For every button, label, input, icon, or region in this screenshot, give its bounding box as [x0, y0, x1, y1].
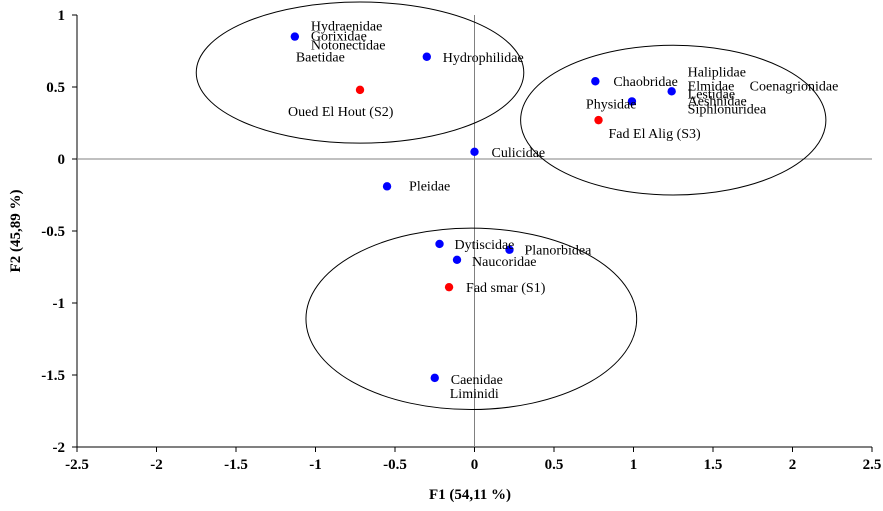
- site-label: Fad El Alig (S3): [609, 127, 702, 142]
- y-tick-label: 0.5: [46, 80, 65, 96]
- x-tick-label: -1: [309, 457, 322, 473]
- x-tick-label: 1.5: [704, 457, 723, 473]
- x-tick-label: -2.5: [65, 457, 89, 473]
- x-tick-label: 2: [789, 457, 797, 473]
- taxon-label: Hydrophilidae: [443, 51, 524, 66]
- taxon-point: [452, 255, 462, 264]
- taxon-point: [591, 77, 600, 86]
- taxon-label: Notonectidae: [311, 39, 386, 54]
- y-axis-title: F2 (45,89 %): [8, 190, 24, 273]
- taxon-label: Chaobridae: [613, 75, 678, 90]
- taxon-label: Planorbidea: [524, 244, 592, 259]
- x-tick-label: 1: [630, 457, 638, 473]
- taxon-label: Coenagrionidae: [750, 79, 839, 94]
- taxon-point: [627, 97, 637, 106]
- taxon-label: Naucoridae: [472, 255, 537, 270]
- y-tick-label: -1: [53, 296, 66, 312]
- taxon-point: [430, 373, 439, 383]
- taxon-label: Hydraenidae: [311, 20, 383, 35]
- y-tick-label: -2: [53, 440, 66, 456]
- taxon-point: [290, 32, 300, 41]
- taxon-label: Culicidae: [492, 146, 546, 161]
- y-tick-label: -1.5: [41, 368, 65, 384]
- group-ellipse: [195, 1, 525, 144]
- taxon-label: Aeshnidae: [688, 94, 747, 109]
- taxon-point: [667, 87, 676, 96]
- y-tick-label: 0: [58, 152, 66, 168]
- taxon-label: Siphlonuridea: [688, 102, 767, 117]
- x-axis-title: F1 (54,11 %): [429, 487, 511, 503]
- taxon-label: Liminidi: [450, 387, 499, 402]
- site-point: [594, 115, 603, 125]
- taxon-point: [382, 182, 392, 191]
- x-tick-label: 0: [471, 457, 479, 473]
- taxon-label: Dytiscidae: [455, 238, 515, 253]
- x-tick-label: -0.5: [383, 457, 407, 473]
- taxon-label: Physidae: [586, 97, 637, 112]
- site-label: Fad smar (S1): [466, 281, 546, 296]
- taxon-point: [470, 147, 479, 156]
- x-tick-label: 2.5: [863, 457, 882, 473]
- x-tick-label: 0.5: [545, 457, 564, 473]
- taxon-label: Elmidae: [688, 79, 735, 94]
- site-point: [444, 282, 454, 292]
- y-tick-label: -0.5: [41, 224, 65, 240]
- taxon-point: [422, 52, 431, 61]
- group-ellipse: [520, 44, 827, 196]
- taxon-label: Gorixidae: [311, 30, 367, 45]
- taxon-label: Baetidae: [296, 51, 345, 66]
- site-point: [355, 85, 365, 95]
- taxon-label: Haliplidae: [688, 65, 746, 80]
- x-tick-label: -2: [150, 457, 163, 473]
- site-label: Oued El Hout (S2): [288, 105, 394, 120]
- taxon-point: [435, 239, 444, 249]
- taxon-label: Lestidae: [688, 87, 735, 102]
- taxon-point: [505, 245, 514, 254]
- y-tick-label: 1: [58, 8, 66, 24]
- x-tick-label: -1.5: [224, 457, 248, 473]
- taxon-label: Caenidae: [451, 373, 503, 388]
- group-ellipse: [305, 227, 638, 411]
- taxon-label: Pleidae: [409, 179, 450, 194]
